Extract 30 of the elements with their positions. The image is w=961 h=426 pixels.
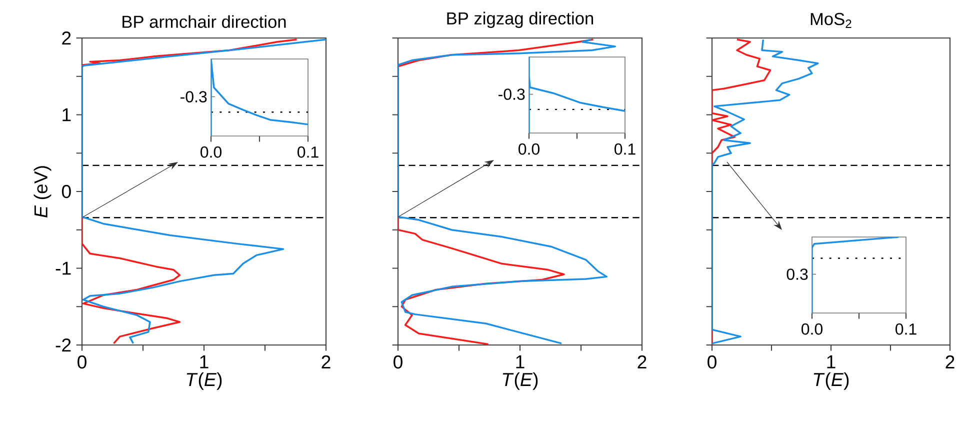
x-axis-title: T(E) [814,372,849,390]
x-tick-label: 2 [322,355,330,368]
x-tick-label: 0 [78,355,86,369]
x-axis-title: T(E) [186,372,222,390]
x-tick-label: 1 [827,355,836,368]
x-tick-label: 0.1 [614,143,636,155]
x-tick-label: 0 [394,355,402,369]
y-tick-label: 0 [62,184,71,198]
y-tick-label: -1 [56,262,71,275]
y-tick-label: -2 [56,338,71,352]
y-tick-label: 1 [62,108,71,122]
x-tick-label: 2 [946,355,954,368]
x-tick-label: 0 [708,355,716,369]
x-tick-label: 2 [638,355,646,368]
x-tick-label: 1 [200,355,208,368]
annotation: -0.3 [180,91,207,102]
annotation: 0.3 [786,268,808,280]
chart-title: MoS$_{2}$ [810,12,852,28]
x-tick-label: 0.1 [896,323,916,335]
chart-title: BP armchair direction [122,15,286,28]
x-tick-label: 0.0 [200,146,222,158]
annotation: -0.3 [498,88,525,100]
x-tick-label: 0.0 [518,143,540,155]
x-tick-label: 1 [516,355,524,368]
y-axis-title: E (eV) [34,166,52,218]
chart-title: BP zigzag direction [447,12,594,28]
x-axis-title: T(E) [502,372,538,390]
x-tick-label: 0.0 [802,323,823,335]
x-tick-label: 0.1 [298,146,318,158]
y-tick-label: 2 [62,31,71,45]
